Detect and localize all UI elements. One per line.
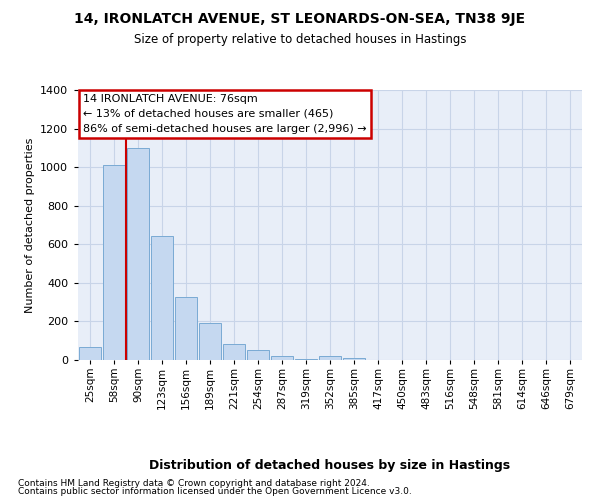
Bar <box>319 356 341 360</box>
Text: Contains HM Land Registry data © Crown copyright and database right 2024.: Contains HM Land Registry data © Crown c… <box>18 478 370 488</box>
Text: 14, IRONLATCH AVENUE, ST LEONARDS-ON-SEA, TN38 9JE: 14, IRONLATCH AVENUE, ST LEONARDS-ON-SEA… <box>74 12 526 26</box>
Y-axis label: Number of detached properties: Number of detached properties <box>25 138 35 312</box>
Bar <box>343 358 365 360</box>
Bar <box>199 324 221 360</box>
Text: Contains public sector information licensed under the Open Government Licence v3: Contains public sector information licen… <box>18 487 412 496</box>
Bar <box>295 359 317 360</box>
Bar <box>151 236 173 360</box>
Bar <box>247 350 269 360</box>
Bar <box>79 348 101 360</box>
Bar <box>103 165 125 360</box>
Bar <box>271 356 293 360</box>
Bar <box>175 298 197 360</box>
Bar <box>223 344 245 360</box>
Text: 14 IRONLATCH AVENUE: 76sqm
← 13% of detached houses are smaller (465)
86% of sem: 14 IRONLATCH AVENUE: 76sqm ← 13% of deta… <box>83 94 367 134</box>
Bar <box>127 148 149 360</box>
Text: Distribution of detached houses by size in Hastings: Distribution of detached houses by size … <box>149 460 511 472</box>
Text: Size of property relative to detached houses in Hastings: Size of property relative to detached ho… <box>134 32 466 46</box>
